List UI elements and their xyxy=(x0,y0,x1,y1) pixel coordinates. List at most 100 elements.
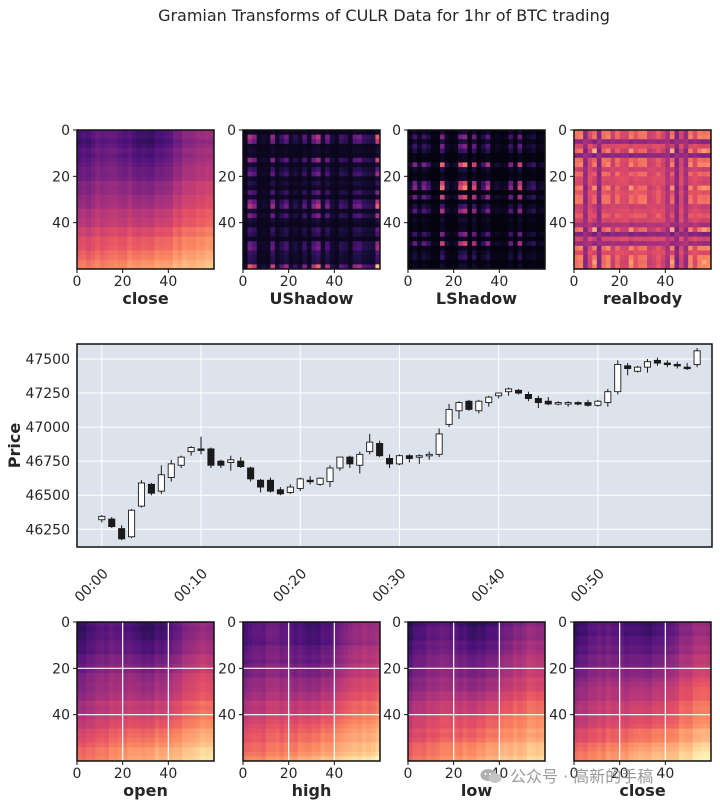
heatmap-cell xyxy=(279,241,285,247)
heatmap-cell xyxy=(118,245,124,251)
heatmap-cell xyxy=(95,143,101,149)
heatmap-cell xyxy=(95,227,101,233)
heatmap-cell xyxy=(531,255,537,261)
heatmap-cell xyxy=(628,176,634,182)
heatmap-cell xyxy=(243,245,248,251)
heatmap-cell xyxy=(619,231,625,237)
heatmap-cell xyxy=(77,162,82,168)
heatmap-cell xyxy=(366,143,372,149)
candle-body xyxy=(128,509,136,538)
y-tick-label: 0 xyxy=(61,615,70,631)
heatmap-cell xyxy=(140,645,146,651)
heatmap-cell xyxy=(261,255,267,261)
heatmap-cell xyxy=(274,194,280,200)
heatmap-cell xyxy=(642,167,648,173)
heatmap-cell xyxy=(127,231,133,237)
heatmap-cell xyxy=(81,245,87,251)
heatmap-cell xyxy=(592,157,598,163)
heatmap-cell xyxy=(159,255,165,261)
heatmap-cell xyxy=(131,162,137,168)
heatmap-cell xyxy=(247,645,253,651)
heatmap-cell xyxy=(329,631,335,637)
heatmap-cell xyxy=(118,199,124,205)
heatmap-cell xyxy=(692,153,698,159)
heatmap-cell xyxy=(209,130,215,136)
heatmap-cell xyxy=(587,250,593,256)
heatmap-cell xyxy=(163,157,169,163)
heatmap-cell xyxy=(247,622,253,628)
heatmap-cell xyxy=(481,264,487,270)
heatmap-cell xyxy=(261,622,267,628)
heatmap-cell xyxy=(348,626,353,632)
heatmap-cell xyxy=(430,185,436,191)
heatmap-cell xyxy=(642,185,648,191)
heatmap-cell xyxy=(408,194,413,200)
heatmap-cell xyxy=(163,213,169,219)
candle-body xyxy=(157,474,165,492)
heatmap-cell xyxy=(311,640,317,646)
heatmap-cell xyxy=(288,185,294,191)
heatmap-cell xyxy=(665,134,671,140)
heatmap-cell xyxy=(136,167,142,173)
heatmap-cell xyxy=(177,677,183,683)
heatmap-cell xyxy=(633,153,639,159)
heatmap-cell xyxy=(471,227,477,233)
heatmap-cell xyxy=(131,180,137,186)
heatmap-cell xyxy=(467,190,473,196)
heatmap-cell xyxy=(421,231,427,237)
heatmap-cell xyxy=(288,649,294,655)
heatmap-cell xyxy=(270,162,276,168)
heatmap-cell xyxy=(108,213,114,219)
heatmap-cell xyxy=(352,227,358,233)
heatmap-cell xyxy=(306,157,312,163)
heatmap-cell xyxy=(320,162,326,168)
heatmap-cell xyxy=(131,222,137,228)
heatmap-cell xyxy=(136,645,142,651)
heatmap-cell xyxy=(195,264,201,270)
heatmap-cell xyxy=(177,255,183,261)
heatmap-cell xyxy=(476,180,482,186)
heatmap-cell xyxy=(145,157,151,163)
heatmap-cell xyxy=(531,143,537,149)
heatmap-cell xyxy=(605,148,611,154)
heatmap-cell xyxy=(449,180,455,186)
heatmap-cell xyxy=(168,682,174,688)
heatmap-cell xyxy=(462,134,468,140)
heatmap-cell xyxy=(637,176,643,182)
heatmap-cell xyxy=(633,222,639,228)
heatmap-cell xyxy=(77,190,82,196)
heatmap-cell xyxy=(338,227,344,233)
heatmap-cell xyxy=(247,241,253,247)
heatmap-cell xyxy=(513,255,518,261)
heatmap-cell xyxy=(154,747,160,753)
heatmap-cell xyxy=(688,143,694,149)
heatmap-cell xyxy=(163,747,169,753)
heatmap-cell xyxy=(366,227,372,233)
heatmap-cell xyxy=(357,180,363,186)
heatmap-cell xyxy=(517,139,523,145)
heatmap-cell xyxy=(503,143,509,149)
heatmap-cell xyxy=(370,134,376,140)
heatmap-cell xyxy=(605,222,611,228)
heatmap-cell xyxy=(343,654,349,660)
heatmap-cell xyxy=(526,199,532,205)
heatmap-cell xyxy=(252,259,258,265)
heatmap-cell xyxy=(508,153,514,159)
heatmap-cell xyxy=(195,180,201,186)
heatmap-cell xyxy=(113,231,119,237)
heatmap-cell xyxy=(692,130,698,136)
heatmap-cell xyxy=(113,250,119,256)
heatmap-cell xyxy=(191,686,197,692)
heatmap-cell xyxy=(596,162,602,168)
heatmap-cell xyxy=(172,153,178,159)
heatmap-cell xyxy=(656,157,662,163)
heatmap-cell xyxy=(177,227,183,233)
heatmap-cell xyxy=(490,227,496,233)
heatmap-cell xyxy=(706,134,712,140)
heatmap-cell xyxy=(159,733,165,739)
heatmap-cell xyxy=(426,185,432,191)
heatmap-cell xyxy=(605,199,611,205)
heatmap-cell xyxy=(412,255,418,261)
heatmap-cell xyxy=(136,245,142,251)
heatmap-cell xyxy=(95,264,101,270)
